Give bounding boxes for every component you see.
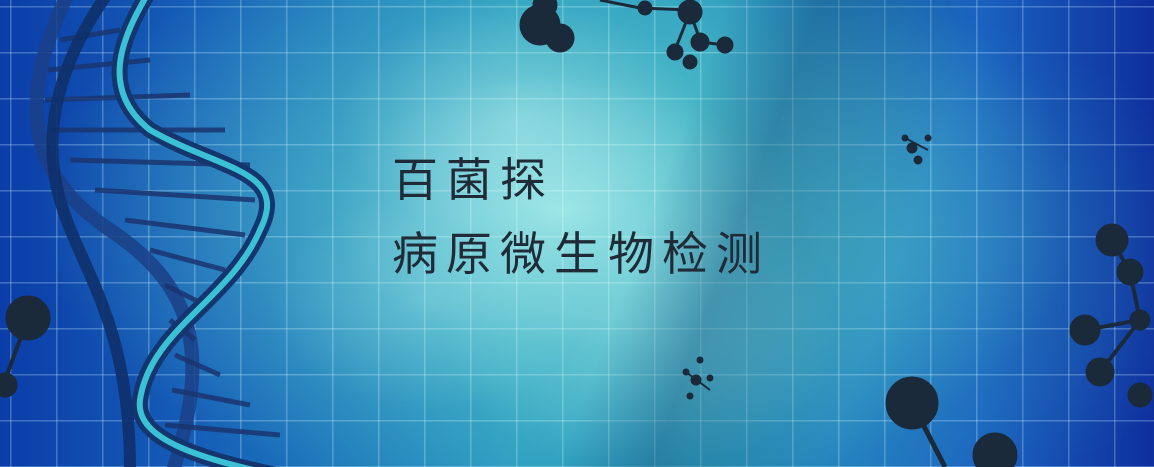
service-subtitle: 病原微生物检测	[392, 227, 770, 281]
brand-title: 百菌探	[392, 153, 554, 207]
dna-helix-icon	[29, 0, 281, 467]
title-block: 百菌探 病原微生物检测	[392, 150, 770, 284]
